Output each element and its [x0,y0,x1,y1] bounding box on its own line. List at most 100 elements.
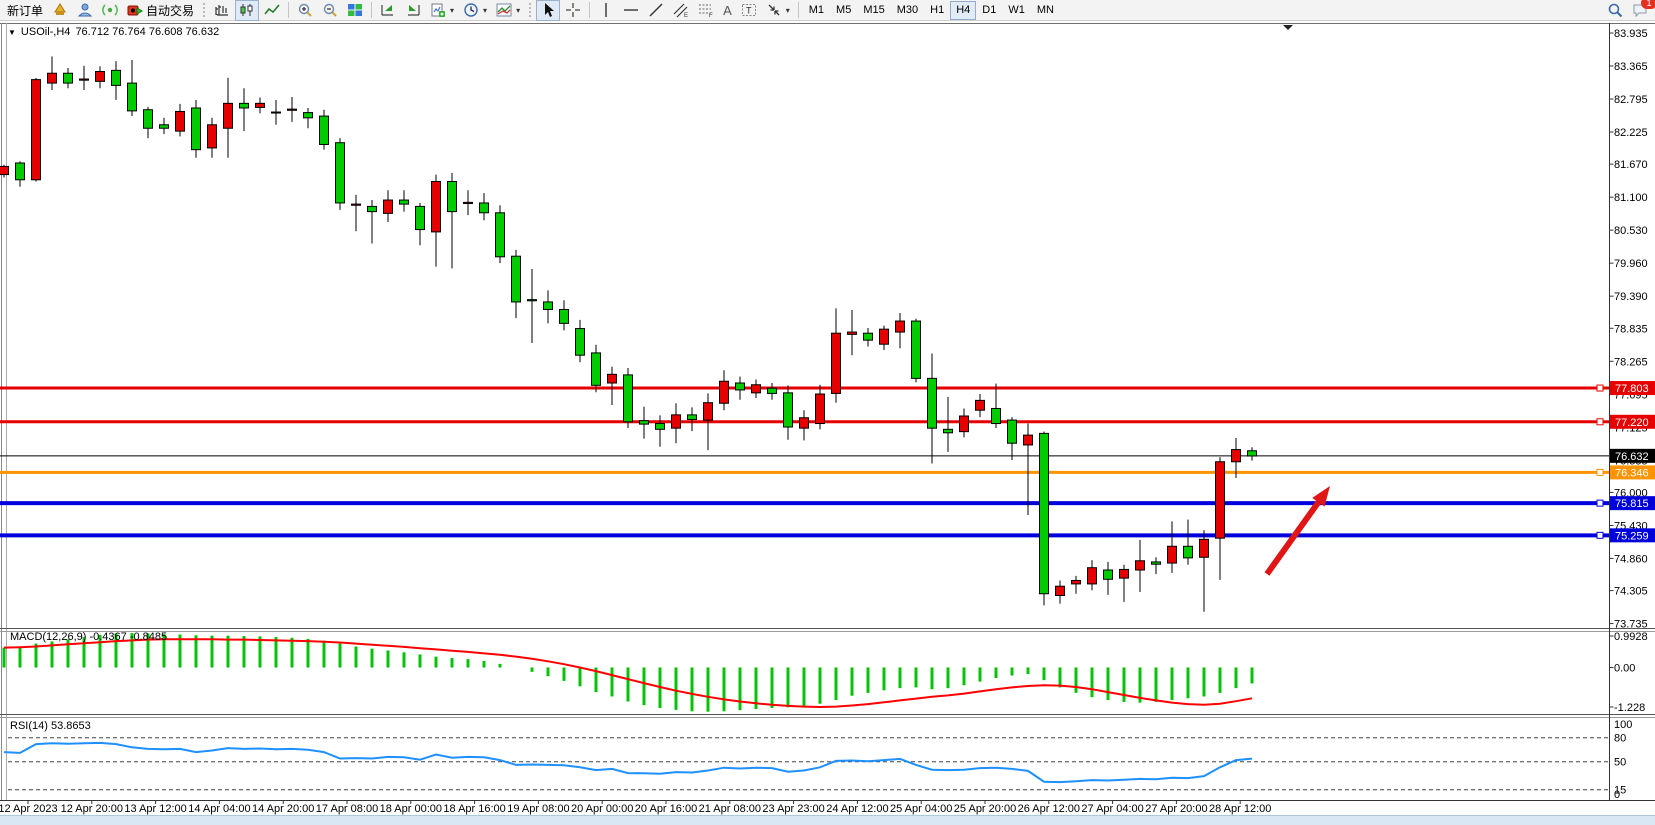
channel-icon: E [673,3,688,18]
main-toolbar: 新订单 自动交易 ▾ ▾ [0,0,1655,21]
horizontal-line-75.815[interactable] [0,499,1609,507]
notifications-button[interactable]: 1 [1628,0,1655,21]
vertical-line-button[interactable] [594,0,618,21]
candlestick-chart-button[interactable] [235,0,260,21]
trendline-button[interactable] [644,0,668,21]
profile-next-button[interactable] [401,0,425,21]
auto-trading-button[interactable]: 自动交易 [123,0,198,21]
cursor-button[interactable] [536,0,561,21]
svg-text:20 Apr 16:00: 20 Apr 16:00 [635,803,697,815]
svg-text:F: F [709,13,713,18]
horizontal-level-lines[interactable] [0,384,1609,539]
profile-previous-button[interactable] [376,0,400,21]
periods-button[interactable]: ▾ [459,0,491,21]
tile-windows-icon [348,4,363,16]
svg-text:75.259: 75.259 [1615,530,1649,542]
candlesticks [0,56,1257,612]
svg-text:19 Apr 08:00: 19 Apr 08:00 [507,803,569,815]
svg-text:74.860: 74.860 [1614,553,1648,565]
horizontal-line-button[interactable] [619,0,643,21]
trendline-icon [649,3,663,17]
zoom-in-button[interactable] [293,0,317,21]
svg-text:21 Apr 08:00: 21 Apr 08:00 [699,803,761,815]
dropdown-caret-icon: ▾ [785,5,790,15]
toolbar-separator [288,2,290,18]
ohlc-bars-icon [215,5,229,16]
arrow-objects-button[interactable]: ▾ [762,0,794,21]
svg-text:77.220: 77.220 [1615,417,1649,429]
clock-icon [464,3,478,17]
text-label-button[interactable]: T [737,0,761,21]
seal-icon [54,3,66,15]
seal-button[interactable] [48,0,72,21]
crosshair-button[interactable] [561,0,585,21]
chart-shift-marker-icon[interactable] [1283,25,1293,30]
timeframe-button-W1[interactable]: W1 [1008,4,1025,16]
timeframe-button-H1[interactable]: H1 [930,4,945,16]
svg-text:83.935: 83.935 [1614,28,1648,40]
operator-button[interactable] [73,0,97,21]
svg-text:18 Apr 16:00: 18 Apr 16:00 [443,803,505,815]
dropdown-caret-icon: ▾ [483,5,488,15]
tile-windows-button[interactable] [343,0,367,21]
svg-text:73.735: 73.735 [1614,619,1648,631]
timeframe-button-MN[interactable]: MN [1036,4,1054,16]
timeframe-button-M5[interactable]: M5 [836,4,852,16]
annotation-arrow[interactable] [1264,486,1330,576]
svg-text:78.835: 78.835 [1614,323,1648,335]
toolbar-separator [371,2,373,18]
svg-text:79.960: 79.960 [1614,258,1648,270]
timeframe-button-H4[interactable]: H4 [950,0,977,20]
svg-text:-1.228: -1.228 [1614,702,1645,714]
svg-text:15: 15 [1614,785,1626,797]
svg-text:14 Apr 20:00: 14 Apr 20:00 [252,803,314,815]
equidistant-channel-button[interactable]: E [669,0,693,21]
chart-dropdown-icon[interactable]: ▼ [8,27,16,37]
svg-text:28 Apr 12:00: 28 Apr 12:00 [1209,803,1271,815]
rsi-indicator-label: RSI(14) 53.8653 [10,720,91,732]
timeframe-button-D1[interactable]: D1 [982,4,997,16]
auto-trading-label: 自动交易 [146,3,195,18]
svg-text:100: 100 [1614,719,1632,731]
svg-text:82.795: 82.795 [1614,94,1648,106]
rsi-panel: 100 80 50 150 [3,719,1632,801]
signal-button[interactable] [98,0,122,21]
search-button[interactable] [1603,0,1627,21]
price-axis-badges: 77.803 77.220 76.346 75.815 75.259 76.632 [1610,381,1655,543]
templates-button[interactable]: ▾ [492,0,524,21]
new-order-button[interactable]: 新订单 [3,0,47,21]
svg-text:74.305: 74.305 [1614,586,1648,598]
svg-text:T: T [746,6,752,16]
svg-text:27 Apr 20:00: 27 Apr 20:00 [1145,803,1207,815]
candlestick-icon [240,4,253,16]
new-chart-button[interactable]: ▾ [426,0,458,21]
svg-text:24 Apr 12:00: 24 Apr 12:00 [826,803,888,815]
timeframe-button-M30[interactable]: M30 [896,4,919,16]
svg-text:25 Apr 20:00: 25 Apr 20:00 [954,803,1016,815]
svg-text:20 Apr 00:00: 20 Apr 00:00 [571,803,633,815]
horizontal-line-75.259[interactable] [0,531,1609,539]
fibonacci-button[interactable]: F [694,0,718,21]
line-chart-button[interactable] [260,0,284,21]
vertical-line-icon [605,3,607,17]
text-tool-button[interactable]: A [719,0,736,21]
timeframe-button-M15[interactable]: M15 [863,4,885,16]
macd-indicator-label: MACD(12,26,9) -0.4367 -0.8485 [10,631,168,643]
svg-text:26 Apr 12:00: 26 Apr 12:00 [1018,803,1080,815]
autotrading-icon [127,5,143,16]
chart-quote-line: 76.712 76.764 76.608 76.632 [75,26,220,38]
horizontal-line-icon [624,9,639,11]
horizontal-line-76.346[interactable] [0,468,1609,476]
text-tool-icon: A [723,2,732,18]
crosshair-icon [566,3,581,17]
window-bottom-strip [0,816,1655,825]
dropdown-caret-icon: ▾ [450,5,455,15]
bar-chart-button[interactable] [210,0,234,21]
zoom-out-button[interactable] [318,0,342,21]
svg-text:13 Apr 12:00: 13 Apr 12:00 [124,803,186,815]
timeframe-button-M1[interactable]: M1 [808,4,825,16]
arrow-objects-icon [768,4,780,16]
svg-text:14 Apr 04:00: 14 Apr 04:00 [188,803,250,815]
horizontal-line-77.803[interactable] [0,384,1609,392]
